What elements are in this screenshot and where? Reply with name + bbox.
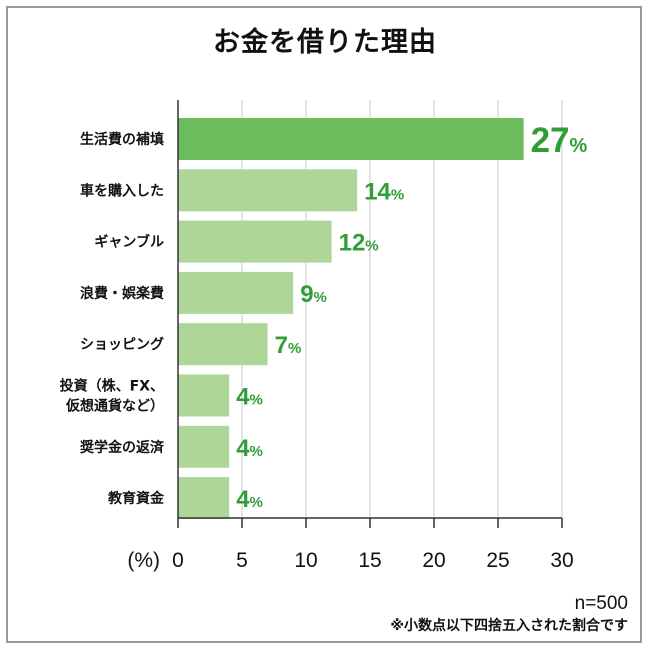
bar xyxy=(178,118,524,160)
x-tick-label: 25 xyxy=(486,549,509,572)
category-label: 教育資金 xyxy=(108,490,165,507)
axis-unit-label: (%) xyxy=(127,549,160,572)
chart-title: お金を借りた理由 xyxy=(213,27,437,58)
value-label: 12% xyxy=(339,230,379,257)
bar xyxy=(178,220,332,263)
category-label: 投資（株、FX、仮想通貨など） xyxy=(60,378,164,415)
x-tick-label: 10 xyxy=(294,549,317,572)
value-label: 7% xyxy=(275,332,302,359)
bar xyxy=(178,271,294,314)
category-label: ショッピング xyxy=(80,336,164,353)
bar xyxy=(178,323,268,366)
bar xyxy=(178,425,230,468)
category-label: 車を購入した xyxy=(80,182,164,199)
sample-size-note: n=500 xyxy=(574,593,628,614)
value-label: 27% xyxy=(531,121,588,160)
rounding-note: ※小数点以下四捨五入された割合です xyxy=(390,618,628,634)
x-tick-label: 30 xyxy=(550,549,573,572)
chart-frame xyxy=(6,6,642,643)
value-label: 9% xyxy=(300,281,327,308)
category-label: 生活費の補填 xyxy=(80,131,164,148)
bar xyxy=(178,374,230,417)
value-label: 4% xyxy=(236,435,263,462)
value-label: 4% xyxy=(236,486,263,513)
x-tick-label: 15 xyxy=(358,549,381,572)
x-tick-label: 20 xyxy=(422,549,445,572)
category-label: 浪費・娯楽費 xyxy=(80,285,164,302)
value-label: 14% xyxy=(364,178,404,205)
bar xyxy=(178,477,230,520)
x-tick-label: 0 xyxy=(172,549,184,572)
bar xyxy=(178,169,358,212)
x-tick-label: 5 xyxy=(236,549,248,572)
category-label: ギャンブル xyxy=(94,234,164,251)
category-label: 奨学金の返済 xyxy=(80,439,165,456)
value-label: 4% xyxy=(236,384,263,411)
